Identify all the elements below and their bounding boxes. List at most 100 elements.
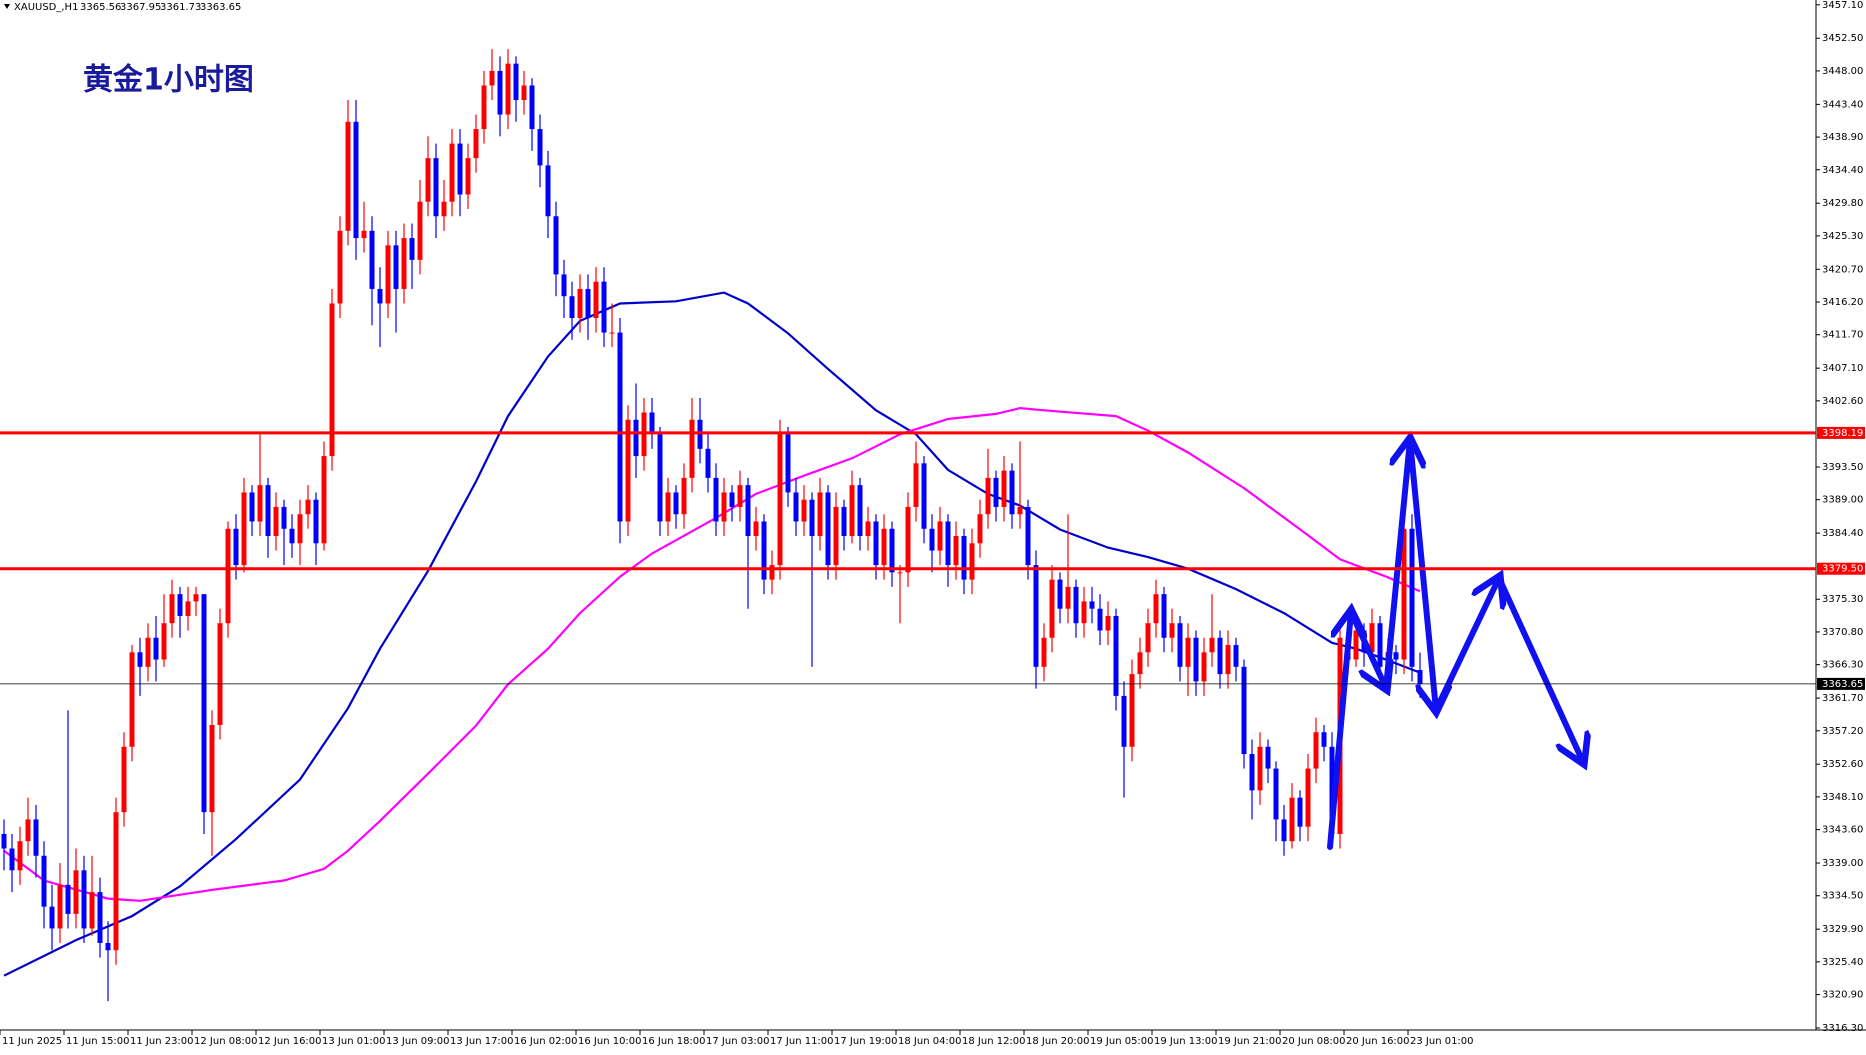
candle-body [865, 521, 871, 537]
y-tick-label: 3320.90 [1822, 990, 1863, 1001]
candle-body [1105, 615, 1111, 631]
candle-body [929, 528, 935, 551]
x-tick-label: 12 Jun 08:00 [194, 1036, 258, 1047]
candle-body [825, 492, 831, 566]
candle-body [1073, 586, 1079, 624]
x-tick-label: 20 Jun 08:00 [1282, 1036, 1346, 1047]
candle-body [401, 238, 407, 289]
candle-body [377, 288, 383, 304]
candle-body [1065, 586, 1071, 609]
arrow [1348, 609, 1386, 688]
candle-body [713, 477, 719, 522]
candle-body [329, 303, 335, 457]
candle-body [81, 870, 87, 929]
open-label: 3365.56 [80, 2, 121, 13]
candle-body [977, 514, 983, 544]
candle-body [289, 528, 295, 544]
candle-body [1369, 623, 1375, 653]
candle-body [961, 536, 967, 580]
candle-body [993, 477, 999, 507]
candle-body [585, 288, 591, 319]
arrow [1496, 575, 1583, 762]
candle-body [841, 506, 847, 537]
candle-body [441, 201, 447, 217]
chart-title: 黄金1小时图 [83, 63, 254, 98]
candle-body [41, 855, 47, 907]
y-tick-label: 3329.90 [1822, 924, 1863, 935]
candle-body [145, 637, 151, 667]
y-tick-label: 3429.80 [1822, 198, 1863, 209]
x-tick-label: 19 Jun 13:00 [1154, 1036, 1218, 1047]
candle-body [665, 492, 671, 522]
candle-body [249, 492, 255, 522]
candle-body [1081, 601, 1087, 624]
candle-body [1273, 768, 1279, 820]
candle-body [1209, 637, 1215, 653]
x-tick-label: 19 Jun 21:00 [1218, 1036, 1282, 1047]
symbol-label: XAUUSD_,H1 [14, 2, 78, 13]
candle-body [417, 201, 423, 260]
candle-body [609, 332, 615, 334]
candle-body [657, 434, 663, 522]
candle-body [793, 492, 799, 522]
arrow [1327, 612, 1351, 850]
candle-body [1417, 670, 1423, 684]
candle-body [721, 492, 727, 522]
candle-body [321, 456, 327, 544]
candle-body [177, 594, 183, 616]
candle-body [1121, 695, 1127, 747]
candle-body [1025, 506, 1031, 566]
candle-body [625, 419, 631, 522]
candle-body [905, 506, 911, 573]
candle-body [209, 724, 215, 813]
candle-body [617, 332, 623, 522]
candle-body [233, 528, 239, 566]
candle-body [1017, 506, 1023, 515]
x-tick-label: 13 Jun 17:00 [450, 1036, 514, 1047]
candle-body [1129, 674, 1135, 747]
candle-body [737, 485, 743, 507]
candle-body [817, 492, 823, 537]
y-tick-label: 3452.50 [1822, 33, 1863, 44]
level-label: 3398.19 [1822, 428, 1863, 439]
candle-body [17, 841, 23, 871]
candle-body [937, 521, 943, 551]
y-tick-label: 3366.30 [1822, 660, 1863, 671]
candle-body [137, 652, 143, 667]
x-tick-label: 18 Jun 20:00 [1026, 1036, 1090, 1047]
candle-body [505, 63, 511, 115]
candle-body [1001, 470, 1007, 507]
low-label: 3361.73 [160, 2, 201, 13]
candle-body [305, 499, 311, 515]
candle-body [1177, 623, 1183, 667]
last-price-tag [1817, 677, 1865, 690]
candle-body [681, 477, 687, 515]
candle-body [953, 536, 959, 566]
candle-body [537, 129, 543, 166]
y-tick-label: 3448.00 [1822, 66, 1863, 77]
candle-body [633, 419, 639, 457]
candle-body [577, 288, 583, 319]
y-tick-label: 3411.70 [1822, 330, 1863, 341]
candle-body [9, 848, 15, 871]
candle-body [833, 506, 839, 566]
candle-body [433, 158, 439, 217]
candle-body [521, 85, 527, 100]
x-tick-label: 13 Jun 09:00 [386, 1036, 450, 1047]
y-tick-label: 3361.70 [1822, 693, 1863, 704]
candle-body [1281, 819, 1287, 842]
x-tick-label: 13 Jun 01:00 [322, 1036, 386, 1047]
candle-body [193, 594, 199, 602]
candle-body [1217, 637, 1223, 675]
candle-body [1089, 601, 1095, 609]
y-tick-label: 3325.40 [1822, 957, 1863, 968]
last-price-label: 3363.65 [1822, 679, 1863, 690]
x-tick-label: 12 Jun 16:00 [258, 1036, 322, 1047]
level-label: 3379.50 [1822, 564, 1863, 575]
x-tick-label: 11 Jun 15:00 [66, 1036, 130, 1047]
candle-body [1041, 637, 1047, 667]
arrow [1433, 578, 1499, 713]
candle-body [113, 812, 119, 951]
candle-body [1249, 754, 1255, 791]
x-tick-label: 19 Jun 05:00 [1090, 1036, 1154, 1047]
